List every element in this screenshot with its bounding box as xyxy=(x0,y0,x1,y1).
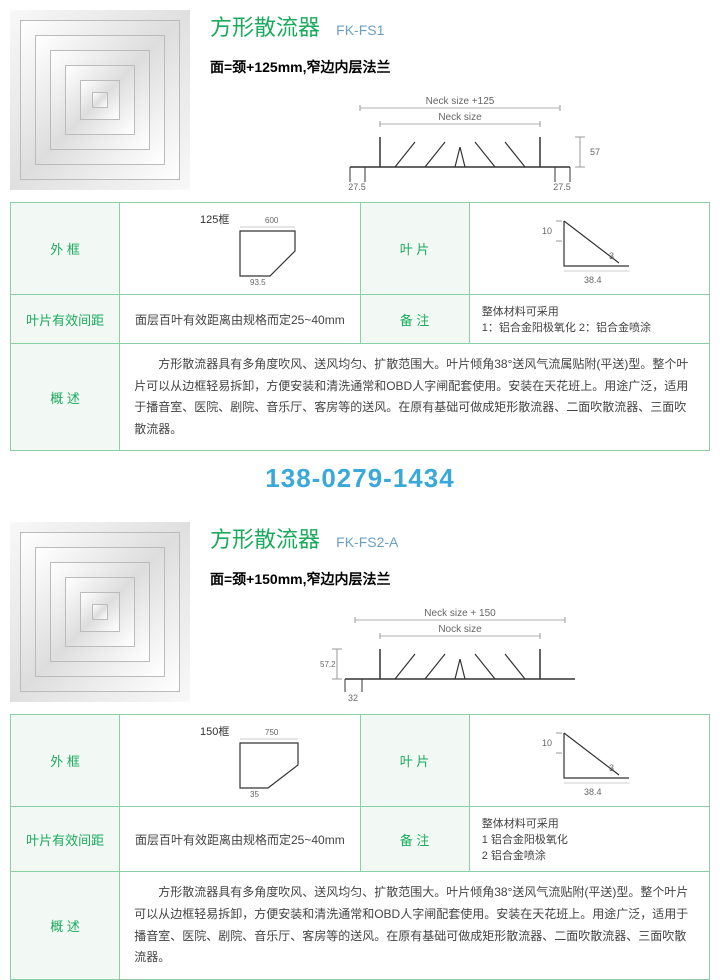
header-row: 方形散流器 FK-FS1 面=颈+125mm,窄边内层法兰 Neck size … xyxy=(10,10,710,192)
note-text: 整体材料可采用 1：铝合金阳极氧化 2：铝合金喷涂 xyxy=(469,295,709,344)
svg-text:Neck size + 150: Neck size + 150 xyxy=(424,608,496,619)
frame-profile-diagram: 150框 750 35 xyxy=(150,723,330,798)
desc-label: 概 述 xyxy=(11,872,120,979)
blade-profile-diagram: 10 3 38.4 xyxy=(519,723,659,798)
blade-label: 叶 片 xyxy=(360,715,469,807)
svg-text:3: 3 xyxy=(609,763,614,773)
product-subtitle: 面=颈+125mm,窄边内层法兰 xyxy=(210,57,710,77)
svg-text:125框: 125框 xyxy=(200,213,229,226)
svg-text:27.5: 27.5 xyxy=(553,182,571,192)
spec-table-1: 外 框 125框 600 93.5 叶 片 10 3 xyxy=(10,202,710,451)
product-title: 方形散流器 FK-FS1 xyxy=(210,10,710,42)
title-text: 方形散流器 xyxy=(210,527,320,552)
title-area: 方形散流器 FK-FS2-A 面=颈+150mm,窄边内层法兰 Neck siz… xyxy=(210,522,710,704)
frame-label: 外 框 xyxy=(11,203,120,295)
note-label: 备 注 xyxy=(360,295,469,344)
product-block-2: 方形散流器 FK-FS2-A 面=颈+150mm,窄边内层法兰 Neck siz… xyxy=(0,512,720,979)
spec-table-2: 外 框 150框 750 35 叶 片 10 3 xyxy=(10,714,710,979)
svg-text:10: 10 xyxy=(542,738,552,748)
product-subtitle: 面=颈+150mm,窄边内层法兰 xyxy=(210,569,710,589)
frame-label: 外 框 xyxy=(11,715,120,807)
note-text: 整体材料可采用 1 铝合金阳极氧化 2 铝合金喷涂 xyxy=(469,807,709,872)
gap-label: 叶片有效间距 xyxy=(11,295,120,344)
watermark-phone: 138-0279-1434 xyxy=(0,451,720,512)
svg-text:3: 3 xyxy=(609,251,614,261)
desc-label: 概 述 xyxy=(11,344,120,451)
title-area: 方形散流器 FK-FS1 面=颈+125mm,窄边内层法兰 Neck size … xyxy=(210,10,710,192)
blade-profile-diagram: 10 3 38.4 xyxy=(519,211,659,286)
svg-text:600: 600 xyxy=(265,216,279,225)
gap-label: 叶片有效间距 xyxy=(11,807,120,872)
blade-diagram-cell: 10 3 38.4 xyxy=(469,203,709,295)
blade-diagram-cell: 10 3 38.4 xyxy=(469,715,709,807)
frame-diagram-cell: 125框 600 93.5 xyxy=(120,203,360,295)
svg-text:38.4: 38.4 xyxy=(584,275,602,285)
cross-section-diagram: Neck size +125 Neck size 27.5 27.5 57 xyxy=(320,92,600,192)
frame-profile-diagram: 125框 600 93.5 xyxy=(150,211,330,286)
frame-diagram-cell: 150框 750 35 xyxy=(120,715,360,807)
desc-text: 方形散流器具有多角度吹风、送风均匀、扩散范围大。叶片倾角38°送风气流贴附(平送… xyxy=(120,872,710,979)
svg-text:27.5: 27.5 xyxy=(348,182,366,192)
svg-text:Neck size +125: Neck size +125 xyxy=(426,96,495,107)
model-code: FK-FS2-A xyxy=(336,534,398,550)
desc-text: 方形散流器具有多角度吹风、送风均匀、扩散范围大。叶片倾角38°送风气流属贴附(平… xyxy=(120,344,710,451)
svg-text:750: 750 xyxy=(265,728,279,737)
svg-text:93.5: 93.5 xyxy=(250,278,266,286)
svg-text:Nock size: Nock size xyxy=(438,624,482,635)
blade-label: 叶 片 xyxy=(360,203,469,295)
svg-text:38.4: 38.4 xyxy=(584,787,602,797)
note-label: 备 注 xyxy=(360,807,469,872)
svg-text:57.2: 57.2 xyxy=(320,660,336,669)
svg-text:57: 57 xyxy=(590,147,600,157)
product-title: 方形散流器 FK-FS2-A xyxy=(210,522,710,554)
svg-text:150框: 150框 xyxy=(200,725,229,738)
model-code: FK-FS1 xyxy=(336,22,384,38)
svg-text:Neck size: Neck size xyxy=(438,112,482,123)
product-image-diffuser xyxy=(10,522,190,702)
product-block-1: 方形散流器 FK-FS1 面=颈+125mm,窄边内层法兰 Neck size … xyxy=(0,0,720,451)
gap-text: 面层百叶有效距离由规格而定25~40mm xyxy=(120,807,360,872)
header-row: 方形散流器 FK-FS2-A 面=颈+150mm,窄边内层法兰 Neck siz… xyxy=(10,522,710,704)
svg-text:10: 10 xyxy=(542,226,552,236)
svg-text:32: 32 xyxy=(348,693,358,703)
cross-section-diagram: Neck size + 150 Nock size 32 57.2 xyxy=(320,604,600,704)
gap-text: 面层百叶有效距离由规格而定25~40mm xyxy=(120,295,360,344)
product-image-diffuser xyxy=(10,10,190,190)
title-text: 方形散流器 xyxy=(210,15,320,40)
svg-text:35: 35 xyxy=(250,790,259,798)
